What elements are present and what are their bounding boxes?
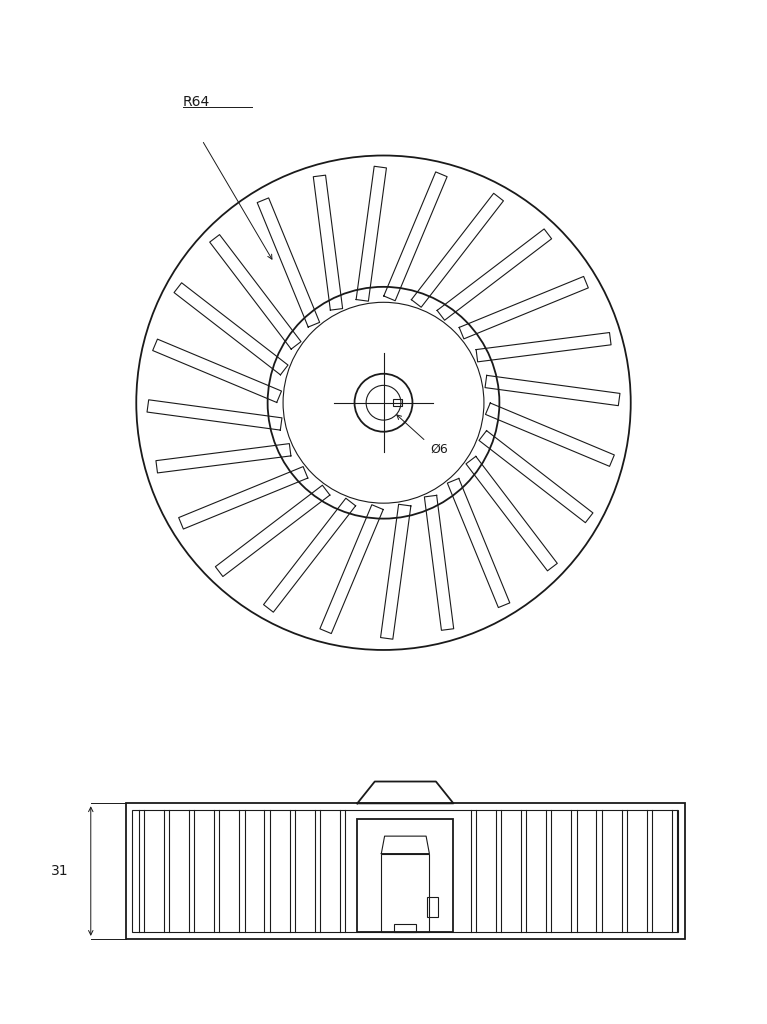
Bar (357, 818, 453, 932)
Bar (381, 854, 430, 932)
Bar (126, 804, 685, 939)
Text: R64: R64 (183, 95, 210, 110)
Bar (132, 810, 678, 932)
Bar (427, 897, 438, 916)
Text: 31: 31 (51, 864, 69, 879)
Bar (394, 924, 416, 932)
Text: Ø6: Ø6 (430, 442, 448, 456)
Bar (393, 399, 402, 407)
